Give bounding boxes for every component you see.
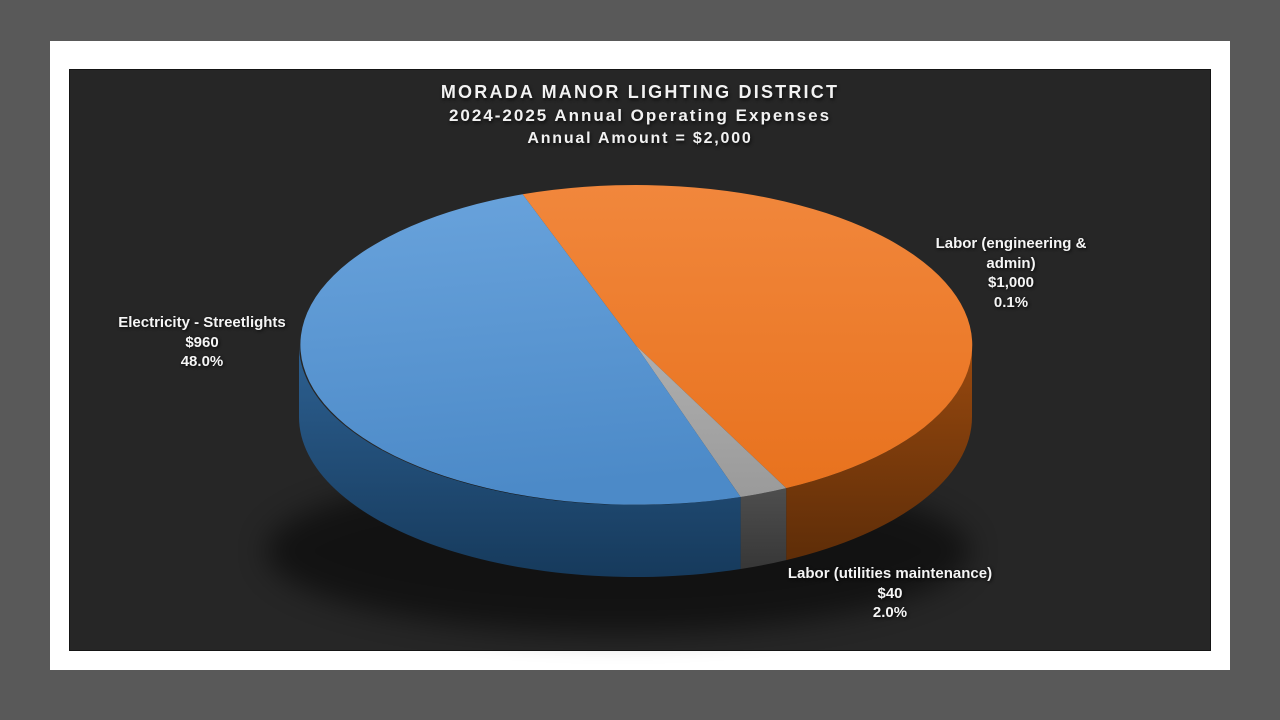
pie-side-labor-engineering (786, 345, 972, 561)
data-label-electricity: Electricity - Streetlights $960 48.0% (52, 313, 352, 372)
data-label-labor-engineering: Labor (engineering & admin) $1,000 0.1% (886, 234, 1136, 312)
data-label-line: 0.1% (993, 293, 1029, 311)
data-label-line: 48.0% (180, 353, 224, 370)
data-label-line: Electricity - Streetlights (118, 314, 286, 331)
data-label-line: $1,000 (988, 274, 1034, 291)
data-label-labor-maintenance: Labor (utilities maintenance) $40 2.0% (740, 564, 1040, 623)
pie-side-labor-maintenance (740, 488, 787, 569)
data-label-line: Labor (utilities maintenance) (787, 565, 993, 582)
pie-slice-labor-maintenance (635, 345, 787, 497)
chart-title: MORADA MANOR LIGHTING DISTRICT (440, 82, 840, 102)
pie-side-electricity (298, 345, 741, 578)
pie-slice-labor-engineering (522, 184, 973, 489)
data-label-line: admin) (986, 254, 1036, 272)
pie-slice-electricity (300, 194, 741, 505)
chart-subtitle: 2024-2025 Annual Operating Expenses (448, 106, 832, 125)
chart-annotation: Annual Amount = $2,000 (527, 130, 753, 147)
data-label-line: $960 (185, 333, 219, 351)
data-label-line: Labor (engineering & (935, 235, 1087, 252)
data-label-line: 2.0% (872, 604, 908, 621)
chart-title-block: MORADA MANOR LIGHTING DISTRICT 2024-2025… (70, 80, 1210, 150)
data-label-line: $40 (877, 584, 903, 602)
